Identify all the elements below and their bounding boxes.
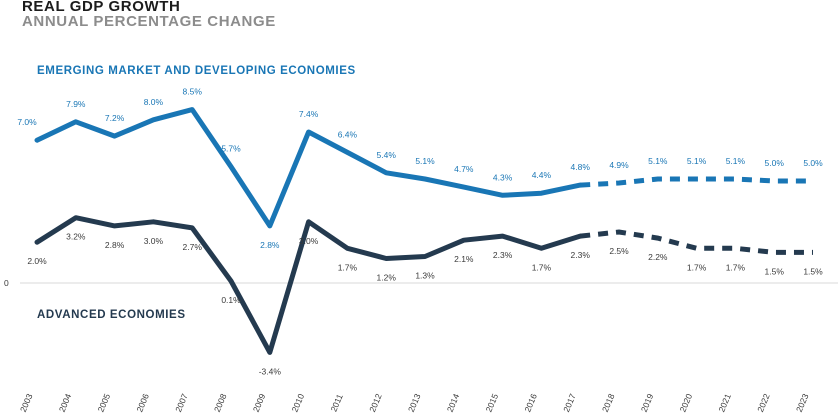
data-label: 1.5%	[765, 266, 785, 276]
x-tick-label: 2018	[600, 392, 617, 414]
x-tick-label: 2021	[716, 392, 733, 414]
data-label: 2.1%	[454, 254, 474, 264]
data-label: 2.7%	[183, 242, 203, 252]
data-label: 1.7%	[532, 262, 552, 272]
series-line-projection	[579, 229, 813, 255]
data-label: 5.1%	[648, 156, 668, 166]
x-tick-label: 2014	[445, 392, 462, 414]
data-label: 4.9%	[609, 160, 629, 170]
data-label: 3.0%	[299, 236, 319, 246]
data-label: 1.2%	[377, 273, 397, 283]
data-label: 4.7%	[454, 164, 474, 174]
x-tick-label: 2023	[794, 392, 811, 414]
x-tick-label: 2016	[522, 392, 539, 414]
data-label: 1.5%	[803, 266, 823, 276]
y-tick-label: 0	[4, 278, 9, 288]
data-label: 7.4%	[299, 109, 319, 119]
data-label: 2.5%	[609, 246, 629, 256]
x-tick-label: 2012	[367, 392, 384, 414]
data-label: 5.4%	[377, 150, 397, 160]
x-tick-label: 2005	[96, 392, 113, 414]
series-line-actual	[34, 107, 583, 229]
x-tick-label: 2015	[484, 392, 501, 414]
data-label: 0.1%	[221, 295, 241, 305]
data-label: 7.2%	[105, 113, 125, 123]
chart-title: REAL GDP GROWTH	[22, 0, 181, 15]
data-label: 2.2%	[648, 252, 668, 262]
x-tick-label: 2017	[561, 392, 578, 414]
data-label: 1.3%	[415, 270, 435, 280]
x-tick-label: 2009	[251, 392, 268, 414]
x-tick-label: 2013	[406, 392, 423, 414]
data-label: 8.0%	[144, 97, 164, 107]
data-label: 2.8%	[105, 240, 125, 250]
data-label: 5.0%	[765, 158, 785, 168]
data-label: 4.8%	[571, 162, 591, 172]
x-tick-label: 2003	[18, 392, 35, 414]
data-label: 4.3%	[493, 172, 513, 182]
data-label: 4.4%	[532, 170, 552, 180]
series-line-actual	[34, 215, 583, 355]
x-tick-label: 2022	[755, 392, 772, 414]
data-label: 1.7%	[726, 262, 746, 272]
x-tick-label: 2007	[173, 392, 190, 414]
data-label: 5.1%	[726, 156, 746, 166]
data-label: 3.0%	[144, 236, 164, 246]
series-line-projection	[580, 176, 813, 188]
data-label: -3.4%	[259, 366, 282, 376]
x-tick-label: 2008	[212, 392, 229, 414]
data-label: 5.1%	[687, 156, 707, 166]
x-tick-label: 2010	[290, 392, 307, 414]
data-label: 8.5%	[183, 87, 203, 97]
series-label-emerging: EMERGING MARKET AND DEVELOPING ECONOMIES	[37, 65, 356, 77]
data-label: 7.0%	[17, 117, 37, 127]
data-label: 2.0%	[27, 256, 47, 266]
series-label-advanced: ADVANCED ECONOMIES	[37, 309, 186, 321]
x-tick-label: 2006	[134, 392, 151, 414]
data-label: 3.2%	[66, 232, 86, 242]
data-label: 2.3%	[571, 250, 591, 260]
data-label: 5.0%	[803, 158, 823, 168]
data-label: 2.3%	[493, 250, 513, 260]
x-tick-label: 2011	[328, 392, 344, 413]
chart-subtitle: ANNUAL PERCENTAGE CHANGE	[22, 13, 276, 30]
x-tick-label: 2019	[639, 392, 656, 414]
data-label: 2.8%	[260, 240, 280, 250]
data-label: 5.1%	[415, 156, 435, 166]
data-label: 7.9%	[66, 99, 86, 109]
data-label: 5.7%	[221, 144, 241, 154]
data-label: 1.7%	[338, 262, 358, 272]
x-tick-label: 2004	[57, 392, 74, 414]
data-label: 1.7%	[687, 262, 707, 272]
data-label: 6.4%	[338, 129, 358, 139]
x-tick-label: 2020	[678, 392, 695, 414]
